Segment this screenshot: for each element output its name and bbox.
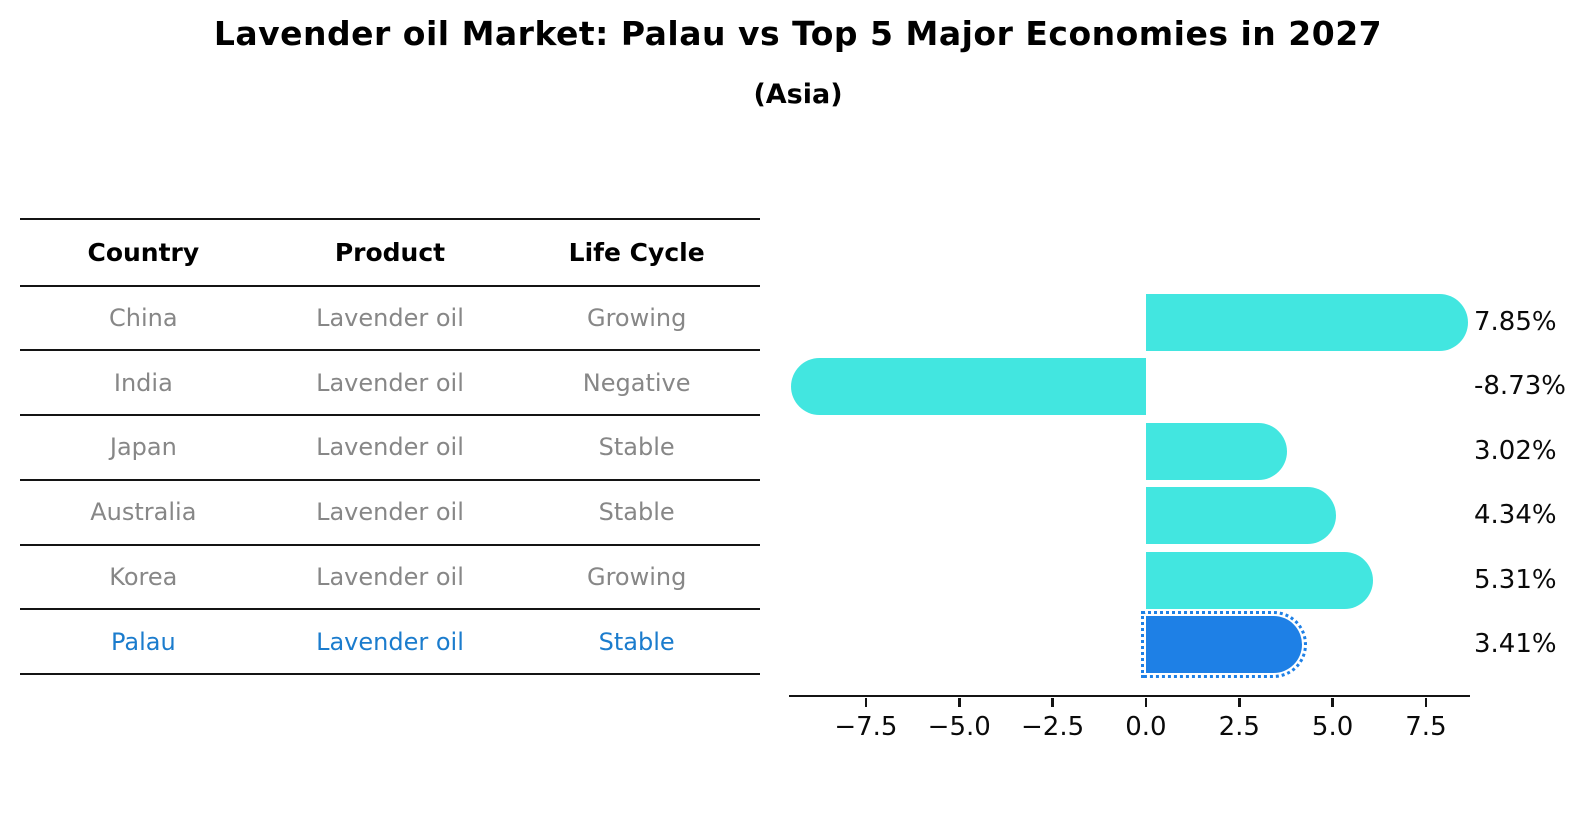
x-axis-tick-label: 5.0 <box>1311 712 1354 742</box>
chart-subtitle: (Asia) <box>753 79 843 110</box>
bar-china <box>1145 294 1468 351</box>
value-label-australia: 4.34% <box>1474 500 1557 531</box>
x-axis-tick-label: 0.0 <box>1125 712 1167 742</box>
table-row-korea: Korea Lavender oil Growing <box>20 544 760 611</box>
bar-australia <box>1145 487 1337 545</box>
bar-korea <box>1145 551 1373 609</box>
bar-india <box>791 358 1146 416</box>
cell-life-cycle: Growing <box>513 285 760 352</box>
x-axis-tick-label: −7.5 <box>834 712 898 742</box>
x-axis-tick-label: 2.5 <box>1218 712 1260 742</box>
x-axis-tick-label: −2.5 <box>1021 712 1085 742</box>
cell-product: Lavender oil <box>266 609 514 676</box>
cell-product: Lavender oil <box>266 415 514 481</box>
cell-country: Palau <box>20 609 267 676</box>
table-row-china: China Lavender oil Growing <box>20 285 760 352</box>
x-axis-tick-mark <box>1144 697 1148 707</box>
value-label-china: 7.85% <box>1474 307 1557 337</box>
cell-life-cycle: Negative <box>513 350 760 417</box>
cell-product: Lavender oil <box>266 350 514 417</box>
table-row-japan: Japan Lavender oil Stable <box>20 415 760 481</box>
cell-life-cycle: Stable <box>513 609 760 676</box>
x-axis-tick-mark <box>1331 697 1334 707</box>
cell-country: India <box>20 350 267 417</box>
table-row-palau: Palau Lavender oil Stable <box>20 609 760 676</box>
x-axis-tick-label: 7.5 <box>1405 712 1447 742</box>
x-axis-tick-mark <box>864 697 868 707</box>
table-row-india: India Lavender oil Negative <box>20 350 760 417</box>
table-header-row: Country Product Life Cycle <box>20 219 760 287</box>
bar-palau <box>1140 611 1307 678</box>
cell-life-cycle: Stable <box>513 415 760 481</box>
cell-country: China <box>20 285 267 352</box>
x-axis-tick-mark <box>958 697 961 707</box>
x-axis-tick-label: −5.0 <box>927 712 991 742</box>
x-axis-tick-mark <box>1424 697 1428 707</box>
cell-country: Australia <box>20 479 267 546</box>
cell-life-cycle: Growing <box>513 544 760 611</box>
column-header-country: Country <box>20 219 267 287</box>
cell-country: Korea <box>20 544 267 611</box>
table-row-australia: Australia Lavender oil Stable <box>20 479 760 546</box>
cell-life-cycle: Stable <box>513 479 760 546</box>
plot-area: −7.5 −5.0 −2.5 0.0 2.5 5.0 7.5 <box>789 290 1470 742</box>
x-axis-tick-mark <box>1238 697 1241 707</box>
value-label-korea: 5.31% <box>1474 564 1557 595</box>
bar-japan <box>1145 422 1288 480</box>
country-product-table: Country Product Life Cycle China Lavende… <box>20 218 760 676</box>
cell-country: Japan <box>20 415 267 481</box>
cell-product: Lavender oil <box>266 285 514 352</box>
column-header-life-cycle: Life Cycle <box>513 219 760 287</box>
column-header-product: Product <box>266 219 514 287</box>
value-label-japan: 3.02% <box>1474 435 1557 466</box>
chart-title: Lavender oil Market: Palau vs Top 5 Majo… <box>213 14 1383 53</box>
cell-product: Lavender oil <box>266 479 514 546</box>
value-label-india: -8.73% <box>1474 371 1566 402</box>
cell-product: Lavender oil <box>266 544 514 611</box>
value-label-palau: 3.41% <box>1474 629 1557 659</box>
x-axis-tick-mark <box>1051 697 1054 707</box>
